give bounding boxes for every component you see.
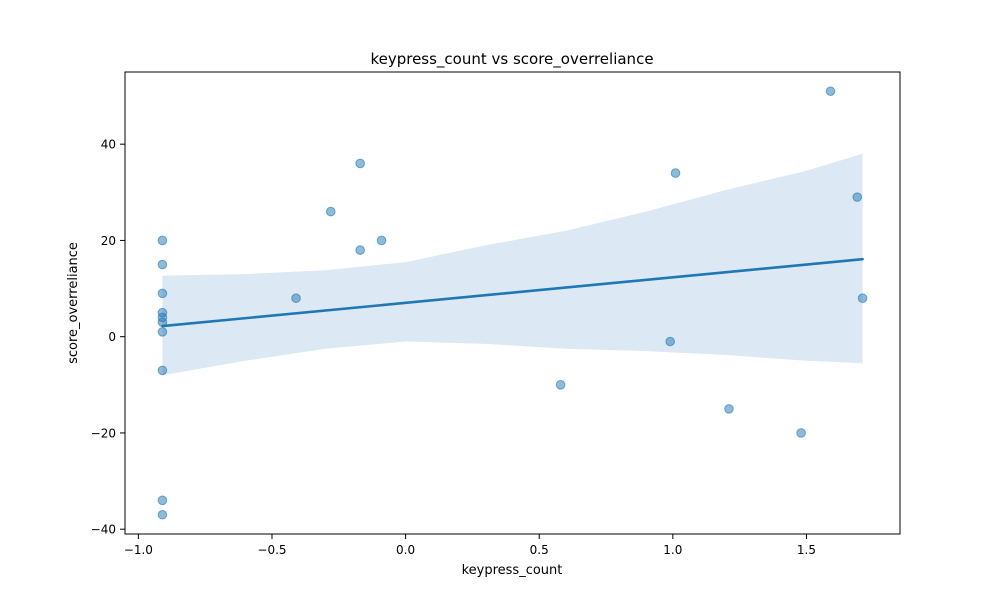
data-point [670,168,681,178]
x-tick-label: 1.0 [663,543,682,557]
x-tick-label: 0.5 [530,543,549,557]
y-tick-label: 40 [101,138,116,152]
x-tick-label: 1.5 [797,543,816,557]
data-point [157,327,168,337]
data-point [857,293,868,303]
data-point [291,293,301,303]
x-tick-label: −1.0 [124,543,153,557]
y-tick-label: −40 [91,523,116,537]
x-tick-label: −0.5 [257,543,286,557]
regression-line-layer [161,257,864,328]
data-point [157,288,168,299]
data-point [157,259,168,270]
plot-frame [124,71,901,535]
y-axis-label: score_overreliance [66,242,81,364]
data-point [157,235,168,246]
y-tick-label: 20 [101,234,116,248]
data-point [724,404,734,414]
data-point [665,336,675,347]
confidence-band [162,153,863,376]
data-point [376,235,387,246]
confidence-band-layer [162,153,863,376]
data-point [157,509,168,520]
x-tick-label: 0.0 [396,543,415,557]
chart-title: keypress_count vs score_overreliance [370,50,653,69]
y-tick-label: 0 [108,330,116,344]
data-point [157,317,168,328]
data-point [825,86,836,97]
data-point [555,380,566,390]
data-point [355,158,365,169]
data-point [852,192,863,202]
data-point [355,245,365,255]
data-point [157,365,168,376]
x-axis-ticks: −1.0 −0.5 0.0 0.5 1.0 1.5 [124,534,816,557]
y-tick-label: −20 [91,426,116,440]
y-axis-ticks: −40 −20 0 20 40 [91,138,125,537]
data-point [325,206,336,217]
scatter-points-layer [157,86,868,520]
data-point [157,495,168,506]
regression-line [161,257,864,328]
data-point [796,428,806,438]
x-axis-label: keypress_count [462,563,563,578]
